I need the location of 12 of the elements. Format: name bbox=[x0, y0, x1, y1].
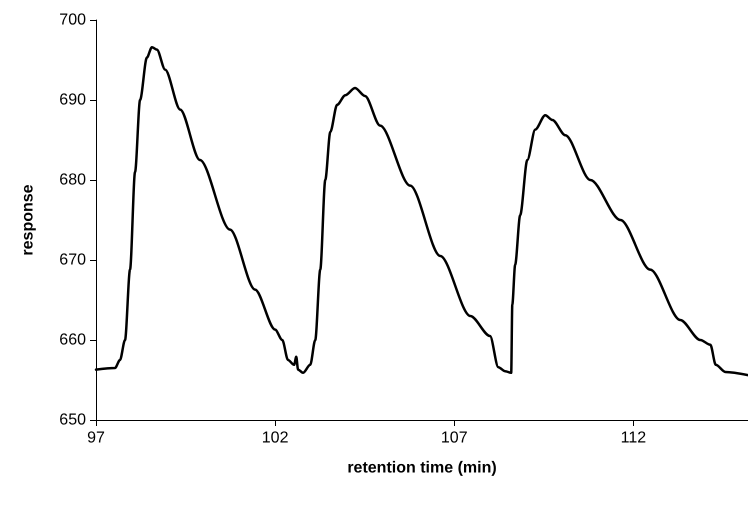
y-tick-label: 700 bbox=[59, 12, 86, 28]
y-tick-label: 650 bbox=[59, 412, 86, 428]
x-axis-title: retention time (min) bbox=[347, 460, 497, 476]
x-tick-label: 112 bbox=[620, 430, 646, 446]
x-tick-label: 97 bbox=[87, 430, 105, 446]
x-tick-label: 102 bbox=[262, 430, 289, 446]
y-axis-title: response bbox=[20, 184, 36, 256]
y-tick-label: 690 bbox=[59, 92, 86, 108]
x-tick-label: 107 bbox=[440, 430, 468, 446]
y-tick-label: 660 bbox=[59, 332, 86, 348]
y-tick-label: 670 bbox=[59, 252, 86, 268]
y-tick-label: 680 bbox=[59, 172, 86, 188]
